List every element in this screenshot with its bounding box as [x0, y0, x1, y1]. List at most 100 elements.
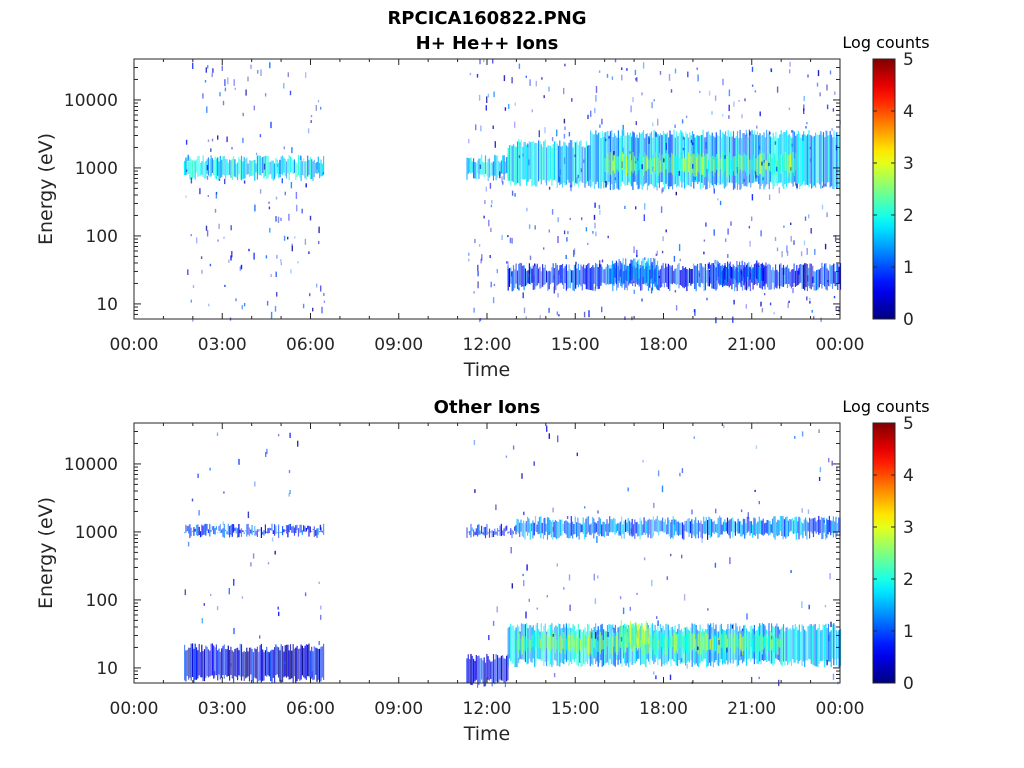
- band-stroke: [726, 638, 729, 653]
- band-stroke: [223, 644, 225, 679]
- band-stroke: [808, 626, 810, 659]
- band-stroke: [767, 636, 770, 651]
- colorbar-tick-label: 4: [903, 466, 914, 486]
- band-stroke: [519, 262, 521, 286]
- colorbar-tick-label: 3: [903, 154, 914, 174]
- band-stroke: [756, 260, 758, 279]
- band-stroke: [507, 627, 509, 667]
- band-stroke: [243, 532, 245, 534]
- band-stroke: [244, 158, 247, 179]
- noise-point: [556, 129, 558, 137]
- noise-point: [715, 317, 717, 324]
- band-stroke: [782, 516, 784, 540]
- band-stroke: [806, 626, 808, 661]
- band-stroke: [545, 633, 547, 648]
- band-stroke: [282, 646, 284, 682]
- noise-point: [568, 132, 571, 137]
- band-stroke: [511, 529, 513, 539]
- energy-band: [184, 523, 325, 539]
- noise-point: [790, 235, 792, 242]
- noise-point: [801, 431, 804, 437]
- band-stroke: [557, 633, 559, 650]
- noise-point: [548, 229, 550, 233]
- noise-point: [474, 489, 476, 493]
- noise-point: [605, 138, 607, 142]
- band-stroke: [582, 632, 584, 653]
- band-stroke: [603, 636, 605, 653]
- band-stroke: [649, 157, 651, 174]
- band-stroke: [577, 144, 579, 188]
- band-stroke: [231, 650, 233, 679]
- band-stroke: [677, 156, 679, 172]
- noise-point: [252, 553, 255, 559]
- band-stroke: [696, 523, 698, 535]
- band-stroke: [800, 631, 802, 661]
- band-stroke: [275, 644, 277, 676]
- band-stroke: [527, 144, 529, 182]
- noise-point: [838, 306, 840, 313]
- band-stroke: [781, 516, 783, 536]
- band-stroke: [650, 257, 652, 280]
- band-stroke: [779, 639, 781, 648]
- band-stroke: [188, 161, 190, 174]
- band-stroke: [534, 142, 536, 186]
- noise-point: [507, 261, 509, 268]
- band-stroke: [775, 522, 778, 536]
- noise-point: [557, 293, 559, 298]
- band-stroke: [526, 271, 528, 286]
- noise-point: [558, 175, 560, 179]
- band-stroke: [247, 163, 249, 175]
- band-stroke: [826, 518, 828, 538]
- band-stroke: [579, 141, 581, 183]
- band-stroke: [235, 527, 237, 534]
- band-stroke: [229, 159, 231, 175]
- band-stroke: [321, 163, 323, 177]
- band-stroke: [606, 264, 609, 285]
- band-stroke: [803, 131, 805, 182]
- noise-point: [216, 432, 219, 436]
- band-stroke: [481, 658, 483, 680]
- band-stroke: [643, 258, 645, 285]
- band-stroke: [195, 647, 198, 680]
- noise-point: [621, 67, 623, 70]
- band-stroke: [816, 520, 819, 532]
- noise-point: [211, 138, 214, 142]
- noise-point: [813, 284, 815, 291]
- band-stroke: [659, 520, 661, 532]
- noise-point: [509, 237, 512, 244]
- band-stroke: [512, 144, 515, 183]
- band-stroke: [824, 263, 826, 287]
- band-stroke: [188, 525, 190, 534]
- band-stroke: [665, 263, 667, 283]
- band-stroke: [558, 637, 560, 653]
- noise-point: [288, 493, 290, 497]
- noise-point: [629, 151, 631, 154]
- band-stroke: [713, 159, 715, 177]
- band-stroke: [304, 645, 306, 679]
- band-stroke: [583, 634, 586, 648]
- band-stroke: [822, 624, 824, 661]
- band-stroke: [572, 521, 574, 539]
- band-stroke: [516, 141, 519, 183]
- noise-point: [240, 264, 243, 270]
- band-stroke: [669, 157, 671, 173]
- band-stroke: [595, 636, 597, 656]
- band-stroke: [814, 623, 816, 667]
- band-stroke: [544, 139, 546, 183]
- band-stroke: [550, 146, 552, 180]
- band-stroke: [278, 524, 280, 538]
- band-stroke: [766, 638, 768, 647]
- band-stroke: [580, 523, 582, 533]
- band-stroke: [752, 267, 754, 282]
- band-stroke: [604, 269, 606, 284]
- band-stroke: [648, 626, 650, 645]
- noise-point: [190, 299, 192, 303]
- noise-point: [274, 550, 276, 555]
- band-stroke: [250, 529, 252, 534]
- band-stroke: [794, 517, 796, 534]
- band-stroke: [574, 516, 576, 535]
- noise-point: [697, 646, 699, 650]
- band-stroke: [503, 528, 505, 536]
- noise-point: [478, 244, 481, 247]
- band-stroke: [580, 639, 582, 652]
